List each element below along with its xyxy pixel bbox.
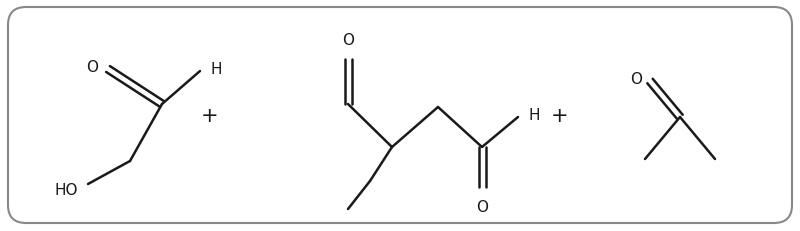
FancyBboxPatch shape: [8, 8, 792, 223]
Text: O: O: [342, 33, 354, 48]
Text: O: O: [476, 199, 488, 214]
Text: H: H: [210, 62, 222, 77]
Text: O: O: [630, 72, 642, 87]
Text: O: O: [86, 60, 98, 75]
Text: +: +: [551, 106, 569, 125]
Text: HO: HO: [54, 183, 78, 198]
Text: +: +: [201, 106, 219, 125]
Text: H: H: [528, 108, 539, 123]
